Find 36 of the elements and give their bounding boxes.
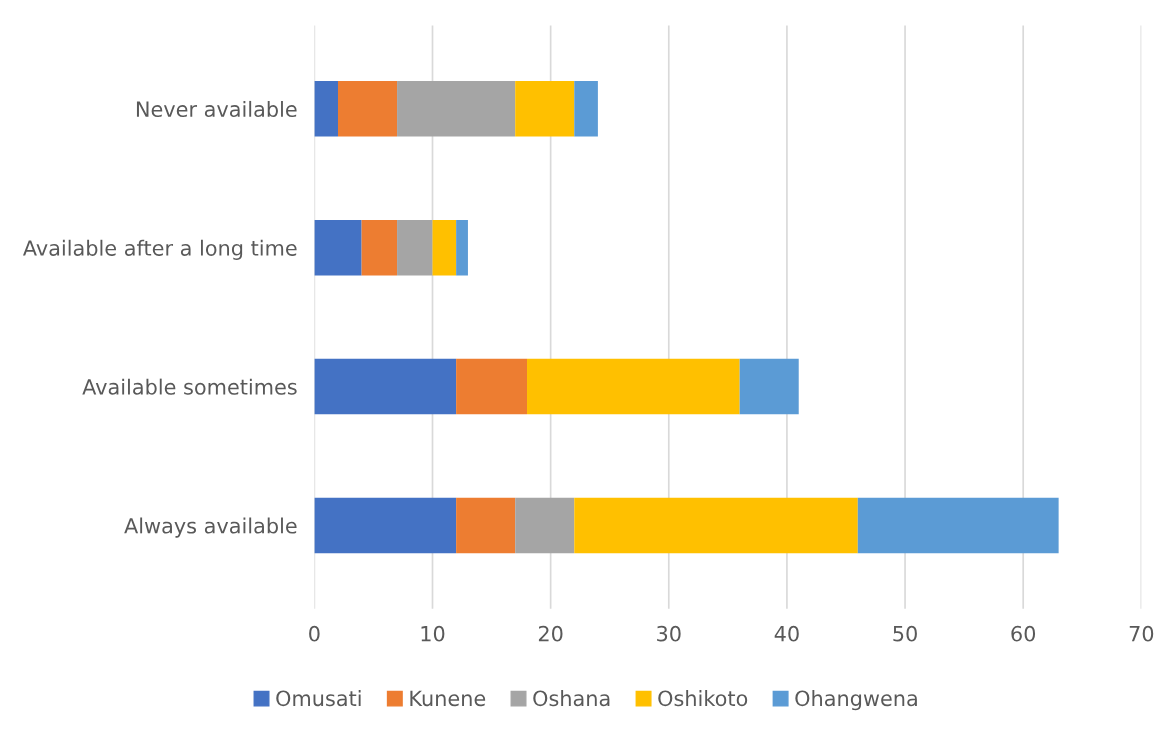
bar — [456, 358, 528, 415]
x-tick-label: 0 — [309, 625, 320, 642]
bar — [456, 219, 468, 276]
bar — [857, 497, 1059, 554]
legend-label: Oshikoto — [658, 690, 748, 707]
bar — [739, 358, 799, 415]
bar — [337, 81, 398, 137]
x-tick-label: 40 — [774, 625, 799, 642]
bar — [397, 81, 516, 137]
bar — [361, 219, 398, 276]
x-tick-label: 30 — [657, 625, 681, 642]
y-tick-label: Never available — [136, 100, 297, 118]
y-tick-label: Available sometimes — [82, 378, 297, 395]
bar — [527, 358, 740, 415]
bar — [574, 81, 598, 137]
x-tick-label: 10 — [421, 625, 445, 642]
legend-label: Ohangwena — [795, 690, 917, 711]
x-tick-label: 20 — [538, 625, 563, 642]
bar — [314, 497, 457, 554]
x-tick-label: 70 — [1129, 625, 1154, 642]
bar — [515, 81, 575, 137]
bar — [456, 497, 516, 554]
x-tick-label: 60 — [1011, 625, 1036, 642]
legend-label: Oshana — [533, 690, 610, 707]
bar — [515, 497, 575, 554]
bar — [314, 81, 338, 137]
bar — [574, 497, 858, 554]
legend-label: Omusati — [276, 690, 361, 707]
bar — [314, 219, 362, 276]
bar — [432, 219, 457, 276]
bar — [314, 358, 457, 415]
legend-label: Kunene — [410, 690, 486, 707]
bar — [397, 219, 433, 276]
y-tick-label: Available after a long time — [22, 239, 297, 260]
x-tick-label: 50 — [893, 625, 917, 642]
y-tick-label: Always available — [124, 517, 297, 538]
